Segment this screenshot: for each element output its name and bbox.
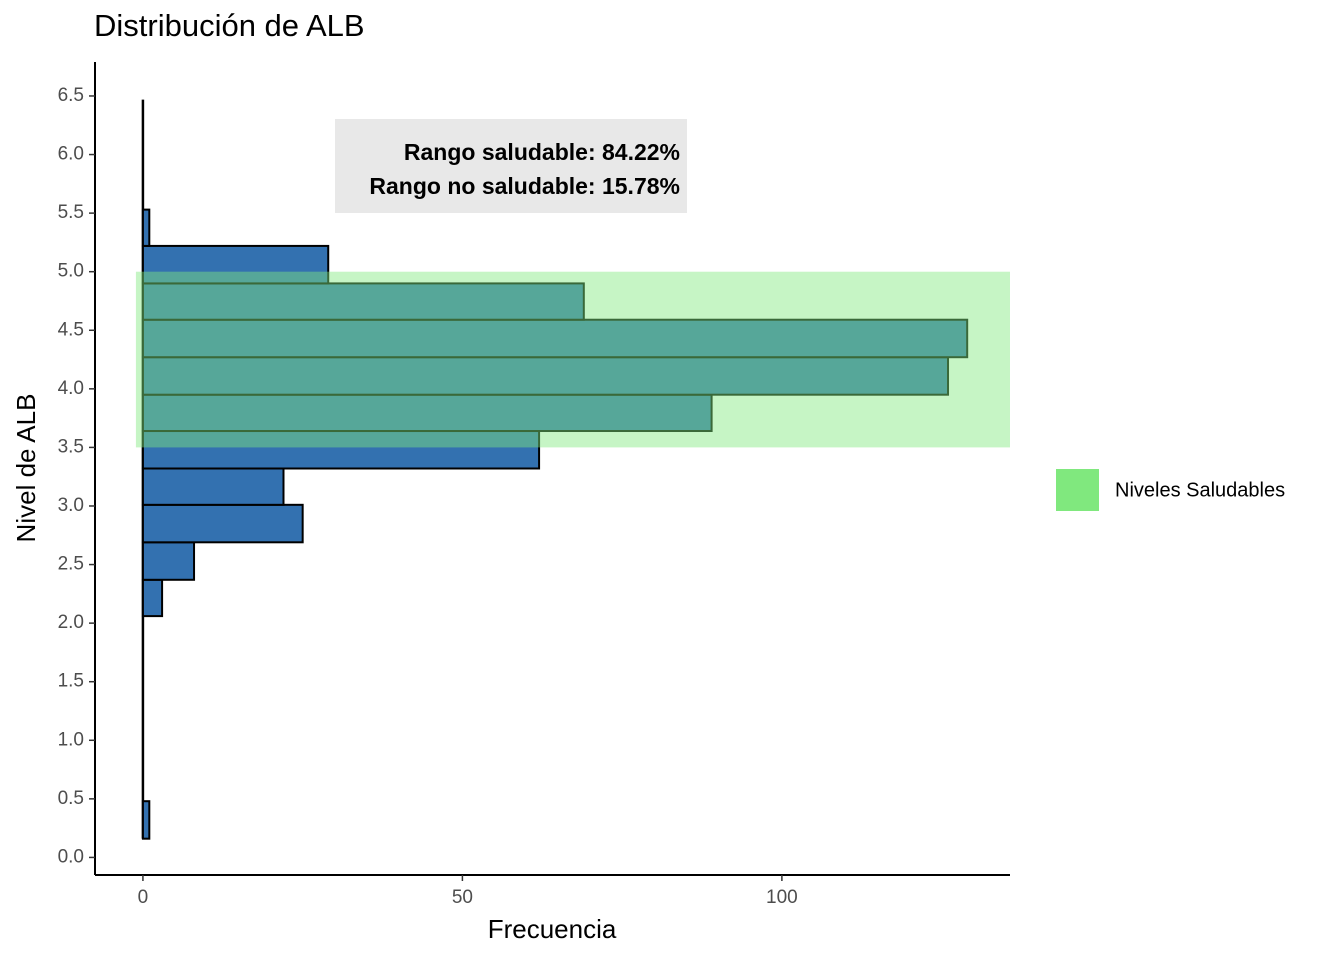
- y-tick-label: 5.5: [58, 202, 84, 223]
- y-tick-label: 0.5: [58, 788, 84, 809]
- annotation: Rango no saludable: 15.78%: [369, 173, 680, 199]
- x-tick-label: 100: [766, 887, 798, 908]
- x-tick-label: 0: [138, 887, 149, 908]
- healthy-band: [135, 271, 1010, 448]
- y-tick-label: 2.5: [58, 554, 84, 575]
- annotation: Rango saludable: 84.22%: [404, 139, 680, 165]
- y-tick-label: 5.0: [58, 261, 84, 282]
- bar: [141, 318, 969, 359]
- y-tick-label: 4.0: [58, 378, 84, 399]
- y-tick-label: 1.0: [58, 729, 84, 750]
- bar: [141, 244, 330, 285]
- plot-area: 0.0 0.5 1.0 1.5 2.0 2.5 3.0 3.5 4.0 4.5 5.0 5.5 6.0 6…: [58, 62, 1010, 908]
- bar: [141, 503, 304, 544]
- y-tick-label: 1.5: [58, 671, 84, 692]
- y-tick-label: 4.5: [58, 319, 84, 340]
- legend-key: [1056, 469, 1099, 511]
- y-tick-label: 3.5: [58, 436, 84, 457]
- bar: [141, 430, 541, 470]
- bar: [141, 393, 713, 433]
- y-tick-label: 0.0: [58, 846, 84, 867]
- bar: [141, 282, 585, 321]
- bar: [141, 541, 196, 581]
- bar: [141, 800, 151, 840]
- x-axis-title: Frecuencia: [488, 914, 617, 944]
- y-tick-label: 3.0: [58, 495, 84, 516]
- y-axis-title: Nivel de ALB: [11, 394, 41, 543]
- legend-label: Niveles Saludables: [1115, 479, 1285, 501]
- chart-title: Distribución de ALB: [94, 8, 365, 43]
- x-tick-label: 50: [452, 887, 473, 908]
- bar: [141, 208, 151, 247]
- y-tick-label: 6.5: [58, 85, 84, 106]
- bar: [141, 356, 950, 396]
- bar: [141, 467, 285, 506]
- annotation-box: [335, 119, 687, 213]
- y-tick-label: 2.0: [58, 612, 84, 633]
- y-tick-label: 6.0: [58, 144, 84, 165]
- bar: [141, 578, 164, 618]
